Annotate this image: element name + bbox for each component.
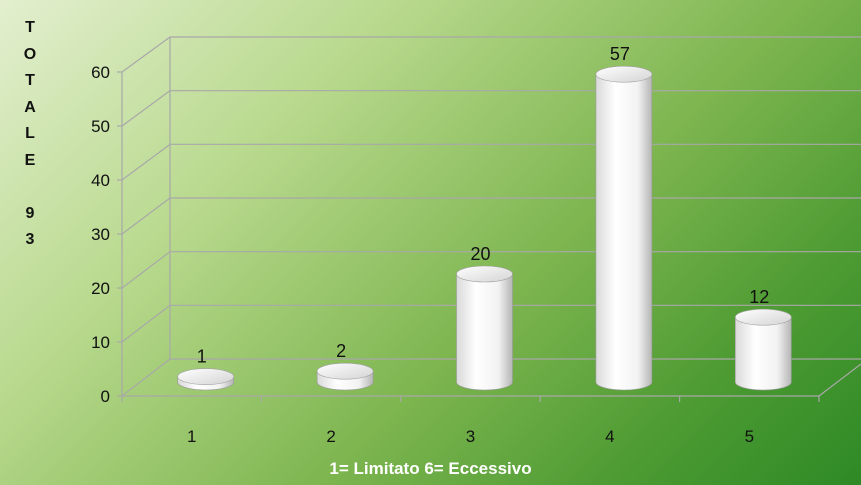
bar-body bbox=[456, 273, 513, 391]
bar-body bbox=[595, 73, 653, 391]
y-axis-label-char: T bbox=[25, 19, 35, 36]
gridline-side bbox=[121, 358, 171, 397]
bar-top bbox=[595, 65, 653, 83]
y-tick-label: 50 bbox=[91, 117, 110, 136]
bar-top bbox=[734, 308, 792, 326]
bar-top bbox=[177, 368, 234, 385]
x-tick-label: 5 bbox=[745, 427, 754, 446]
x-tick-label: 4 bbox=[605, 427, 614, 446]
bar-top bbox=[456, 265, 513, 283]
y-tick-label: 60 bbox=[91, 63, 110, 82]
data-label: 2 bbox=[336, 341, 346, 361]
gridline-side bbox=[121, 90, 171, 127]
bar-body bbox=[735, 316, 792, 391]
bar-cylinder bbox=[595, 65, 653, 391]
y-axis-label-char: E bbox=[24, 151, 36, 169]
x-tick-label: 3 bbox=[466, 427, 475, 446]
y-axis-label-char: 9 bbox=[25, 204, 35, 222]
data-label: 12 bbox=[749, 287, 769, 307]
gridline-side bbox=[121, 251, 171, 289]
y-tick-label: 30 bbox=[91, 225, 110, 244]
y-axis-label-char bbox=[16, 174, 44, 201]
y-axis-label-char: T bbox=[25, 72, 35, 89]
y-tick-label: 10 bbox=[91, 333, 110, 352]
bar-cylinder bbox=[177, 368, 234, 391]
floor-edge bbox=[818, 363, 861, 397]
data-label: 1 bbox=[197, 347, 207, 367]
y-tick-label: 0 bbox=[101, 387, 110, 406]
bar-cylinder bbox=[456, 265, 513, 391]
y-axis-label-char: 3 bbox=[25, 231, 35, 248]
bar-layer bbox=[177, 65, 792, 391]
x-axis-label: 1= Limitato 6= Eccessivo bbox=[329, 459, 532, 478]
grid-layer bbox=[117, 36, 861, 402]
y-axis-label-char: O bbox=[23, 45, 37, 63]
tick-layer: 0 10 20 30 40 50 60 bbox=[91, 63, 110, 406]
gridline-side bbox=[121, 143, 171, 181]
y-tick-label: 20 bbox=[91, 279, 110, 298]
y-axis-label-char: L bbox=[25, 125, 35, 142]
data-label: 20 bbox=[470, 244, 490, 264]
bar-cylinder bbox=[734, 308, 792, 391]
bar-top bbox=[316, 362, 374, 380]
gridline-side bbox=[121, 36, 171, 73]
gridline-side bbox=[121, 304, 171, 343]
data-label: 57 bbox=[610, 44, 630, 64]
gridline-side bbox=[121, 197, 171, 235]
bar-cylinder bbox=[316, 362, 374, 391]
x-tick-label: 1 bbox=[187, 427, 196, 446]
x-tick-label: 2 bbox=[326, 427, 335, 446]
y-axis-label-char: A bbox=[24, 98, 36, 116]
y-tick-label: 40 bbox=[91, 171, 110, 190]
